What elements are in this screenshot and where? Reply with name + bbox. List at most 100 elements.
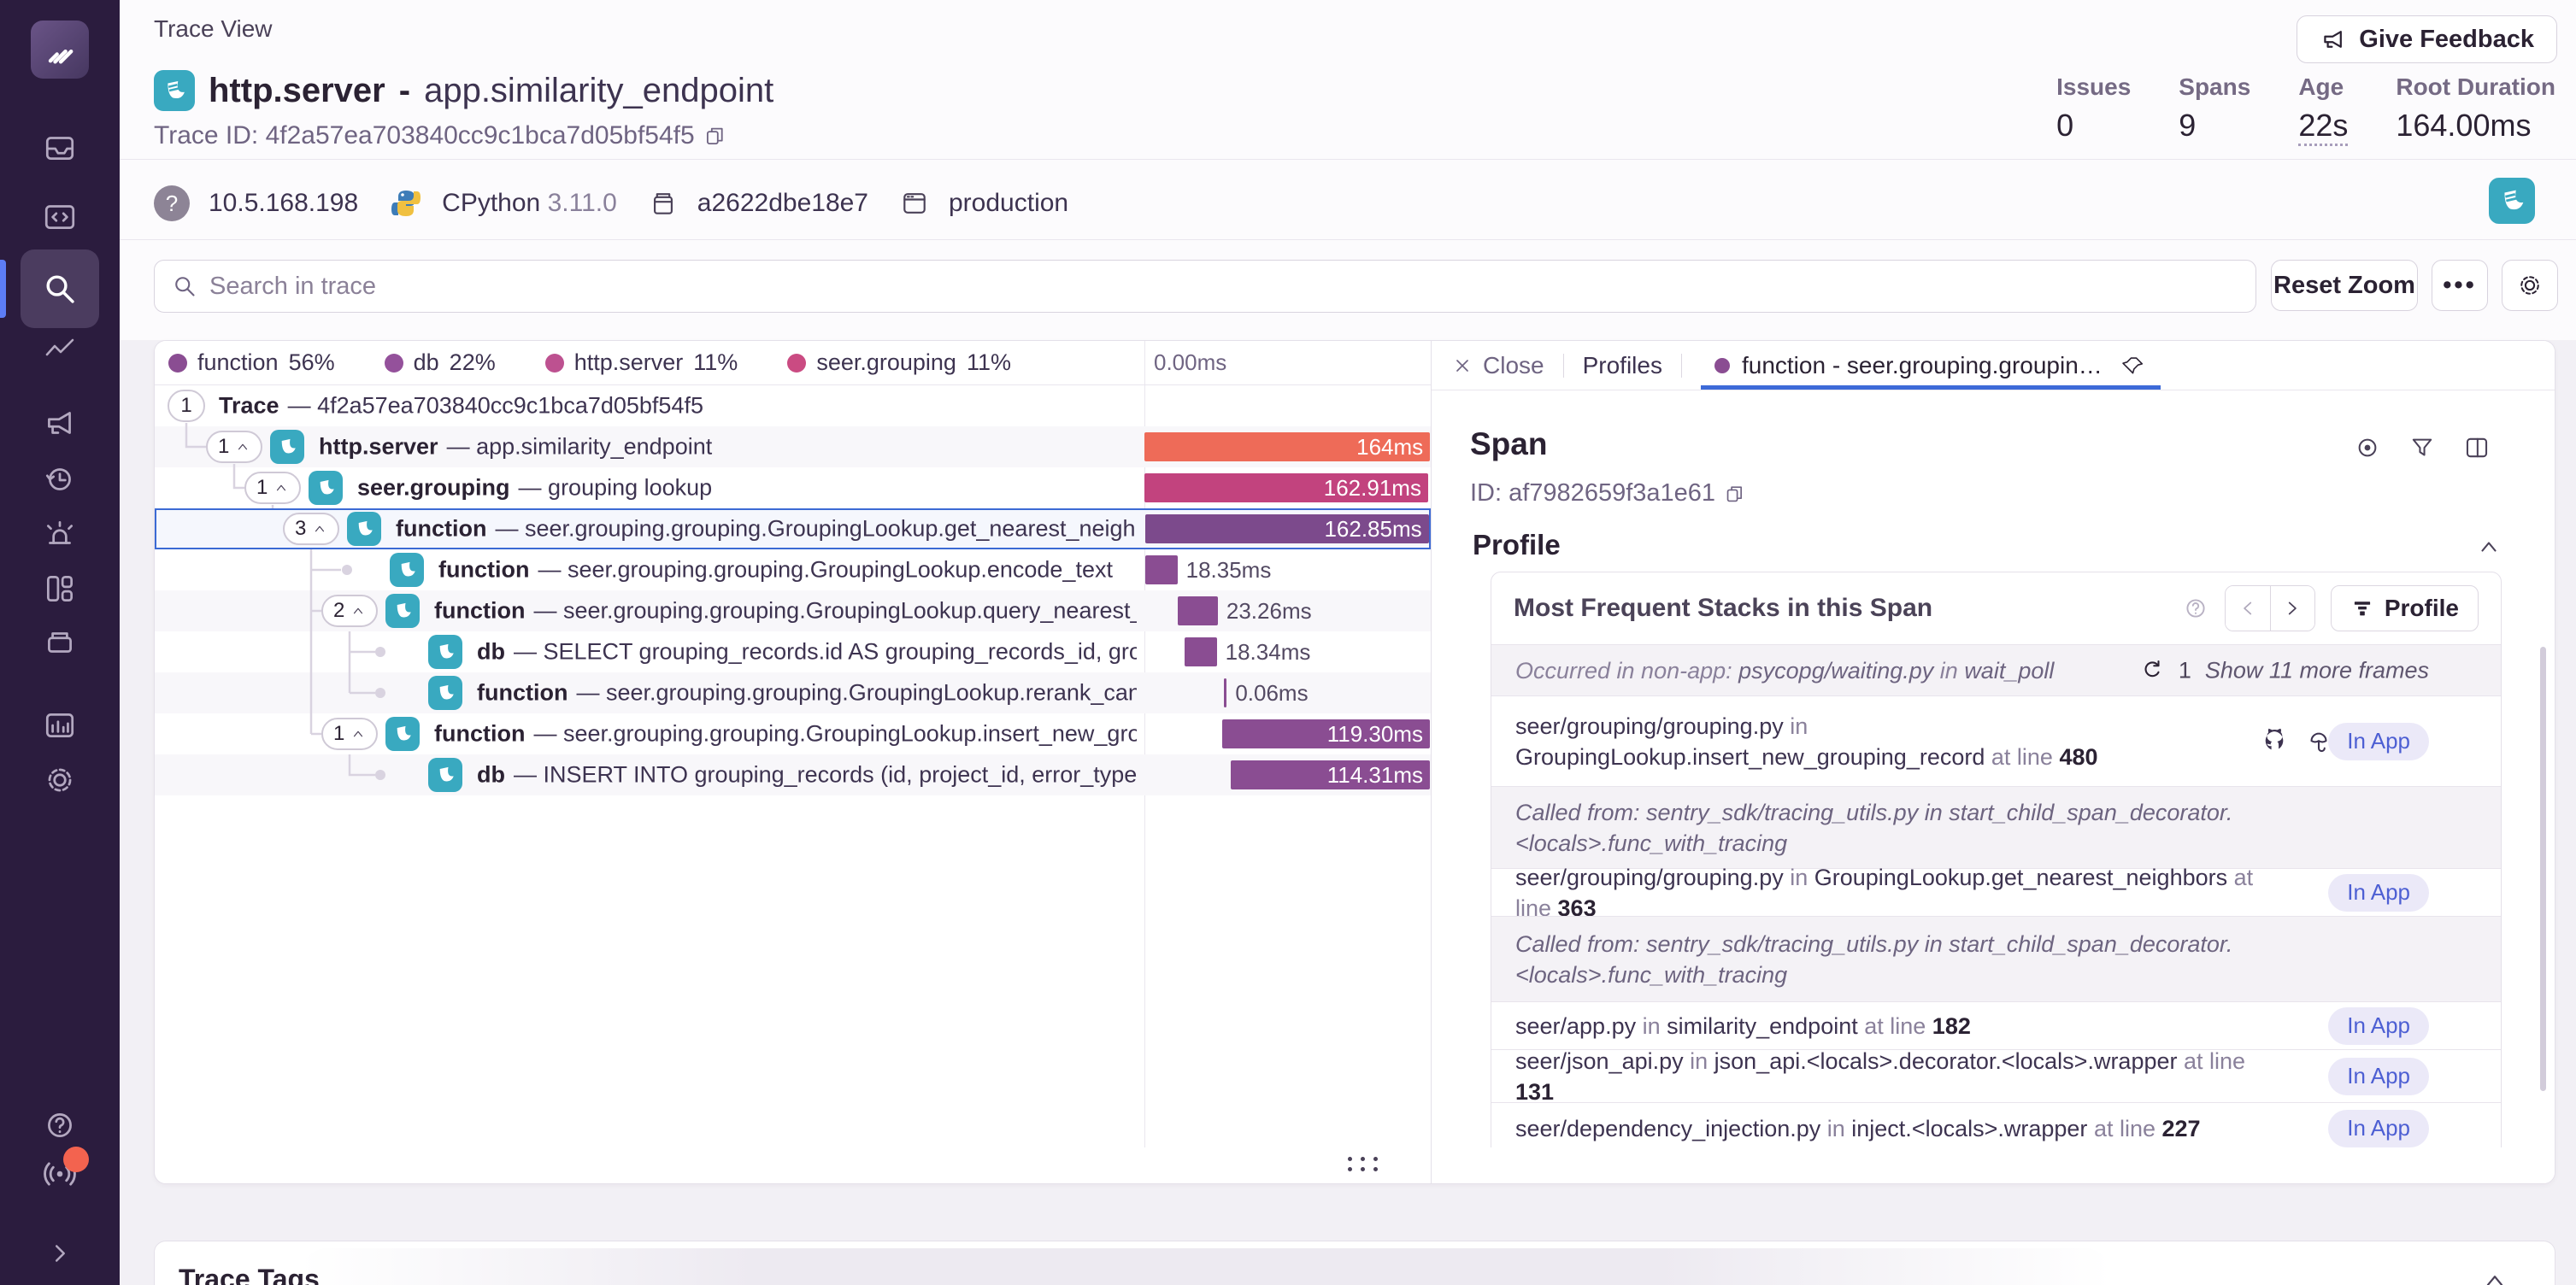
panel-resize-handle[interactable] xyxy=(1348,1157,1380,1171)
duration-bar[interactable]: 119.30ms xyxy=(1221,719,1430,748)
stat-spans: Spans 9 xyxy=(2179,73,2250,146)
more-options-button[interactable]: ••• xyxy=(2432,260,2488,311)
stack-frame[interactable]: seer/dependency_injection.py in inject.<… xyxy=(1491,1102,2501,1147)
runtime[interactable]: CPython 3.11.0 xyxy=(442,189,617,218)
stack-frame[interactable]: seer/grouping/grouping.py in GroupingLoo… xyxy=(1491,695,2501,786)
copy-icon[interactable] xyxy=(703,124,727,148)
github-icon[interactable] xyxy=(2260,727,2289,756)
children-count-badge[interactable]: 3 xyxy=(283,513,340,545)
trace-stats: Issues 0 Spans 9 Age 22s Root Duration 164.0… xyxy=(2056,73,2555,146)
sidebar-item-feedback[interactable] xyxy=(42,405,78,441)
tab-span-active[interactable]: function - seer.grouping.grouping.G… xyxy=(1700,341,2161,390)
sidebar-item-replays[interactable] xyxy=(42,461,78,497)
frame-actions xyxy=(2260,727,2333,756)
children-count-badge[interactable]: 2 xyxy=(321,595,379,627)
search-input[interactable] xyxy=(209,272,2238,301)
sidebar-item-dashboards[interactable] xyxy=(42,571,78,607)
trace-settings-button[interactable] xyxy=(2502,260,2558,311)
duration-bar[interactable]: 18.35ms xyxy=(1145,555,1271,584)
copy-icon[interactable] xyxy=(1724,483,1746,505)
sidebar-item-explore-active[interactable] xyxy=(21,249,99,328)
help-circle-icon[interactable] xyxy=(2182,595,2209,622)
tree-row-rerank-candidates[interactable]: function — seer.grouping.grouping.Groupin… xyxy=(155,672,1431,713)
legend-item-function[interactable]: function 56% xyxy=(168,349,335,376)
release-version[interactable]: a2622dbe18e7 xyxy=(697,189,868,217)
frame-text: seer/grouping/grouping.py in GroupingLoo… xyxy=(1515,711,2250,772)
duration-bar[interactable]: 162.85ms xyxy=(1144,514,1429,543)
stat-value[interactable]: 22s xyxy=(2298,108,2349,146)
frame-path: seer/app.py xyxy=(1515,1012,1637,1039)
drawer-scrollbar-thumb[interactable] xyxy=(2540,647,2546,1091)
span-description: Trace — 4f2a57ea703840cc9c1bca7d05bf54f5 xyxy=(219,393,1137,420)
badge-count: 1 xyxy=(333,722,345,745)
sidebar-item-performance[interactable] xyxy=(41,332,79,366)
tree-row-get-nearest-neighbors-selected[interactable]: 3 function — seer.grouping.grouping.Group… xyxy=(155,508,1431,549)
focus-icon[interactable] xyxy=(2353,433,2382,462)
show-more-frames-link[interactable]: Show 11 more frames xyxy=(2204,657,2429,683)
open-profile-button[interactable]: Profile xyxy=(2330,585,2479,631)
sidebar-item-stats[interactable] xyxy=(42,707,78,743)
title-description: app.similarity_endpoint xyxy=(424,71,774,109)
project-badge[interactable] xyxy=(2489,178,2535,224)
stack-frame[interactable]: seer/app.py in similarity_endpoint at li… xyxy=(1491,1001,2501,1049)
tree-row-db-insert[interactable]: db — INSERT INTO grouping_records (id, pr… xyxy=(155,754,1431,795)
environment-value[interactable]: production xyxy=(949,189,1069,217)
children-count-badge[interactable]: 1 xyxy=(244,472,302,504)
duration-bar[interactable]: 114.31ms xyxy=(1231,760,1430,789)
legend-item-db[interactable]: db 22% xyxy=(384,349,496,376)
tree-row-insert-new-grouping[interactable]: 1 function — seer.grouping.grouping.Group… xyxy=(155,713,1431,754)
tree-row-query-nearest-k[interactable]: 2 function — seer.grouping.grouping.Group… xyxy=(155,590,1431,631)
frame-line-number: 227 xyxy=(2161,1115,2201,1141)
duration-bar[interactable]: 164ms xyxy=(1144,432,1431,461)
stacks-title: Most Frequent Stacks in this Span xyxy=(1514,594,1933,622)
tree-row-http-server[interactable]: 1 http.server — app.similarity_endpoint 1… xyxy=(155,426,1431,467)
next-stack-button[interactable] xyxy=(2269,586,2314,631)
sidebar-expand-button[interactable] xyxy=(44,1237,76,1270)
tree-row-trace[interactable]: 1 Trace — 4f2a57ea703840cc9c1bca7d05bf54f… xyxy=(155,385,1431,426)
pin-icon[interactable] xyxy=(2121,353,2147,378)
tree-row-db-select[interactable]: db — SELECT grouping_records.id AS groupi… xyxy=(155,631,1431,672)
funnel-icon[interactable] xyxy=(2408,433,2437,462)
tree-row-encode-text[interactable]: function — seer.grouping.grouping.Groupin… xyxy=(155,549,1431,590)
sidebar-item-alerts[interactable] xyxy=(42,516,78,552)
close-drawer-button[interactable]: Close xyxy=(1452,352,1544,379)
legend-item-http-server[interactable]: http.server 11% xyxy=(544,349,738,376)
tab-profiles[interactable]: Profiles xyxy=(1582,351,1662,378)
stack-frame[interactable]: seer/grouping/grouping.py in GroupingLoo… xyxy=(1491,865,2501,921)
duration-bar[interactable]: 18.34ms xyxy=(1185,637,1310,666)
sidebar-item-settings[interactable] xyxy=(42,762,78,798)
legend-pct: 11% xyxy=(693,349,738,375)
children-count-badge[interactable]: 1 xyxy=(321,718,379,750)
sidebar-item-projects[interactable] xyxy=(42,198,78,234)
called-from-line1: Called from: sentry_sdk/tracing_utils.py… xyxy=(1515,799,2233,825)
most-frequent-stacks-card: Most Frequent Stacks in this Span Profil… xyxy=(1491,572,2502,1147)
collapse-chevron-icon[interactable] xyxy=(2481,1267,2508,1285)
split-panel-icon[interactable] xyxy=(2462,433,2491,462)
stack-frame[interactable]: seer/json_api.py in json_api.<locals>.de… xyxy=(1491,1048,2501,1105)
org-avatar[interactable] xyxy=(31,21,89,79)
ip-address[interactable]: 10.5.168.198 xyxy=(209,189,359,217)
user-avatar[interactable]: ? xyxy=(154,185,190,221)
duration-label: 164ms xyxy=(1356,433,1424,460)
legend-item-seer-grouping[interactable]: seer.grouping 11% xyxy=(787,349,1011,376)
sidebar-item-issues[interactable] xyxy=(42,130,78,166)
sidebar-item-releases[interactable] xyxy=(42,624,78,660)
prev-stack-button[interactable] xyxy=(2225,586,2270,631)
give-feedback-button[interactable]: Give Feedback xyxy=(2297,15,2557,63)
tree-row-seer-grouping[interactable]: 1 seer.grouping — grouping lookup 162.91m… xyxy=(155,467,1431,508)
stat-root-duration: Root Duration 164.00ms xyxy=(2396,73,2555,146)
legend-pct: 56% xyxy=(288,349,335,375)
duration-bar[interactable]: 23.26ms xyxy=(1177,596,1312,625)
seer-autofix-icon[interactable] xyxy=(2304,727,2333,756)
children-count-badge[interactable]: 1 xyxy=(206,431,263,463)
legend-dot xyxy=(384,353,403,373)
collapse-chevron-icon[interactable] xyxy=(2476,534,2502,560)
children-count-badge[interactable]: 1 xyxy=(168,390,205,422)
frame-text: seer/json_api.py in json_api.<locals>.de… xyxy=(1515,1046,2267,1107)
stack-frame-called-from: Called from: sentry_sdk/tracing_utils.py… xyxy=(1491,916,2501,1001)
sidebar-item-help[interactable] xyxy=(42,1107,78,1143)
duration-bar[interactable]: 162.91ms xyxy=(1144,473,1428,502)
reset-zoom-button[interactable]: Reset Zoom xyxy=(2271,260,2418,311)
duration-bar[interactable]: 0.06ms xyxy=(1224,678,1309,707)
gear-icon xyxy=(2520,276,2539,295)
